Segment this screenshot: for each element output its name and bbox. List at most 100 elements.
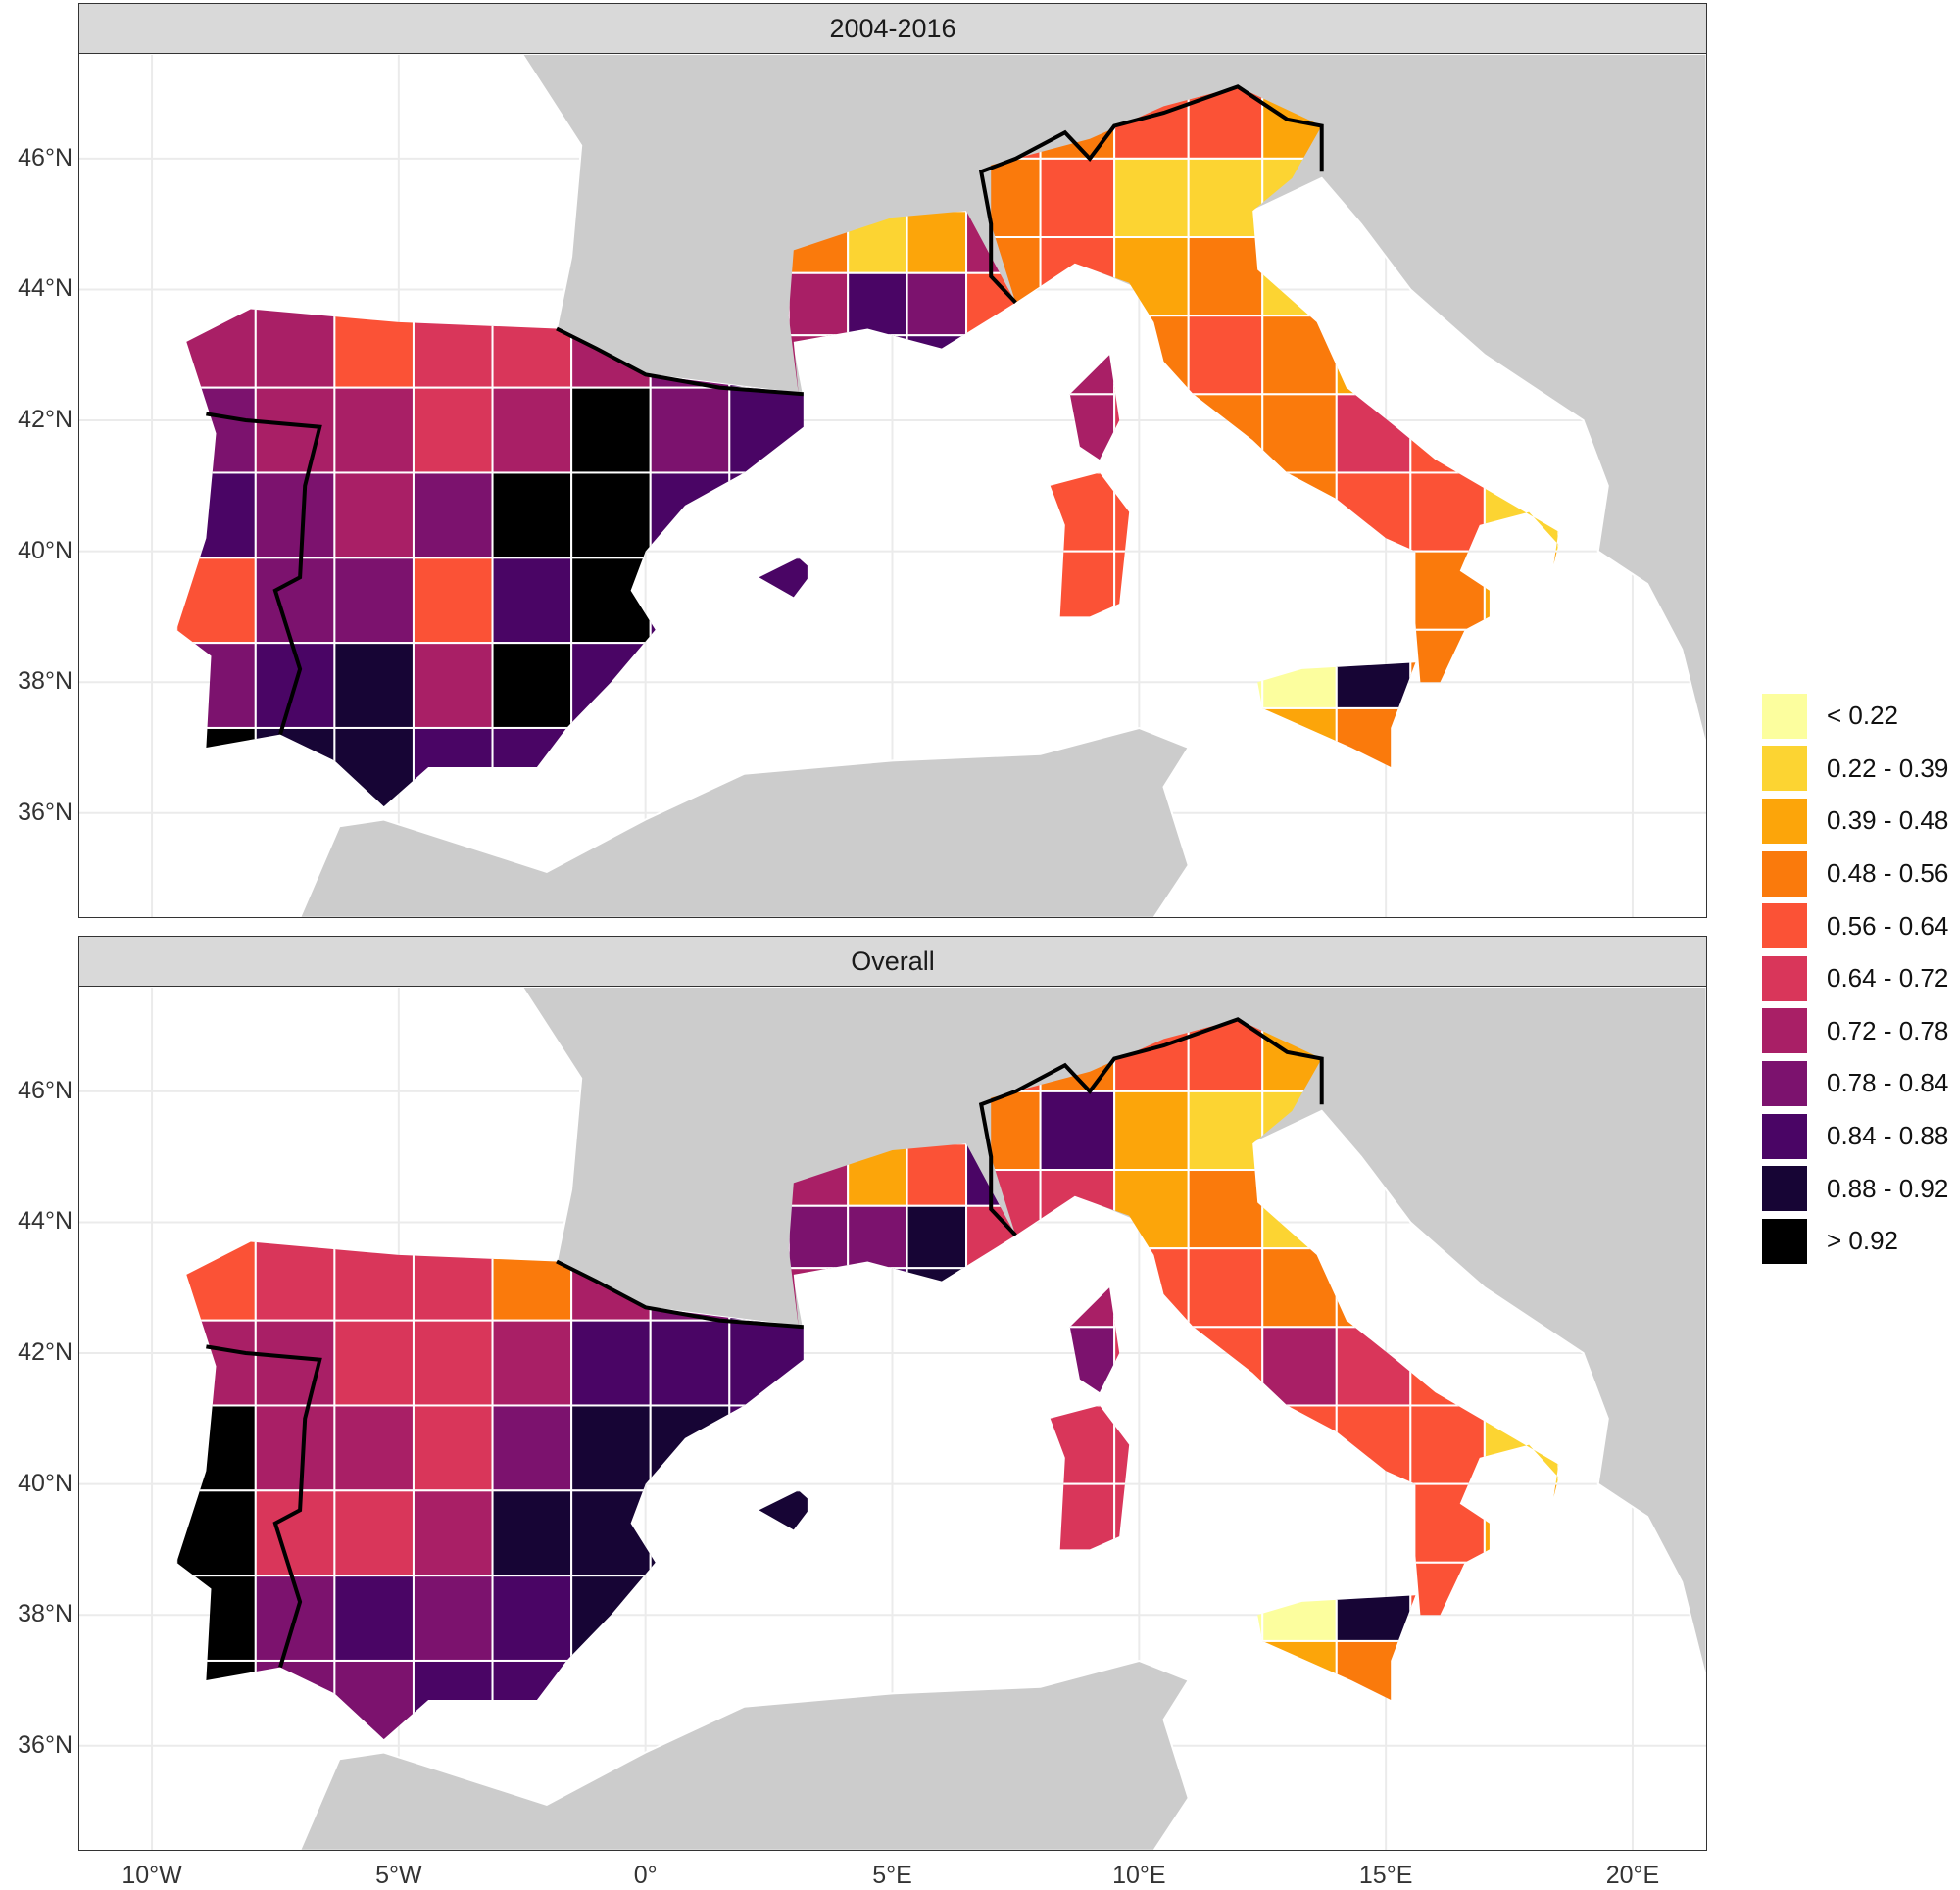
border-spain-portugal	[206, 1344, 322, 1669]
legend: < 0.22 0.22 - 0.39 0.39 - 0.48 0.48 - 0.56 0…	[1762, 690, 1948, 1268]
region	[991, 1482, 1042, 1564]
legend-label: 0.22 - 0.39	[1827, 752, 1949, 783]
region	[1483, 1404, 1559, 1485]
region	[1187, 1169, 1264, 1250]
y-tick-label: 44°N	[18, 1207, 73, 1236]
land-africa	[299, 726, 1191, 917]
region	[1483, 550, 1559, 631]
region	[570, 471, 652, 559]
map-svg	[79, 987, 1706, 1850]
region	[412, 1659, 494, 1740]
region	[1039, 1404, 1116, 1485]
region	[1187, 1482, 1264, 1564]
region	[649, 471, 731, 559]
region	[728, 642, 809, 729]
region	[176, 1241, 257, 1322]
region	[333, 726, 415, 807]
region	[333, 642, 415, 729]
region	[254, 726, 336, 807]
region	[991, 471, 1042, 553]
region	[570, 1575, 652, 1662]
region	[412, 471, 494, 559]
region	[728, 1489, 809, 1577]
region	[570, 1659, 652, 1740]
legend-swatch	[1762, 1218, 1807, 1264]
border-italy	[978, 84, 1324, 305]
region	[1113, 393, 1190, 474]
region	[1335, 1639, 1412, 1700]
region	[1261, 1639, 1338, 1700]
region	[1335, 393, 1412, 474]
region	[1113, 1326, 1190, 1407]
region	[1187, 1247, 1264, 1329]
region	[649, 1319, 731, 1407]
region	[1483, 706, 1559, 767]
legend-item: 0.48 - 0.56	[1762, 848, 1948, 900]
region	[1113, 471, 1190, 553]
region	[1113, 1090, 1190, 1172]
region	[570, 1319, 652, 1407]
region	[728, 557, 809, 645]
region	[254, 1489, 336, 1577]
region	[906, 1204, 968, 1270]
region	[1409, 393, 1486, 474]
region	[176, 642, 257, 729]
region	[491, 726, 573, 807]
y-tick-label: 42°N	[18, 406, 73, 434]
region	[1113, 628, 1190, 709]
region	[991, 315, 1042, 396]
region	[1261, 393, 1338, 474]
region	[1409, 1404, 1486, 1485]
region	[491, 1319, 573, 1407]
y-tick-label: 36°N	[18, 798, 73, 826]
legend-swatch	[1762, 1008, 1807, 1054]
region	[1261, 550, 1338, 631]
region	[1187, 471, 1264, 553]
region	[570, 386, 652, 474]
region	[333, 386, 415, 474]
region	[1335, 1404, 1412, 1485]
legend-item: < 0.22	[1762, 690, 1948, 743]
region	[333, 557, 415, 645]
region	[1261, 1169, 1338, 1250]
region	[333, 1241, 415, 1322]
region	[1113, 1561, 1190, 1642]
region	[412, 309, 494, 389]
x-tick-label: 15°E	[1358, 1862, 1413, 1889]
region	[1039, 1326, 1116, 1407]
region	[491, 1575, 573, 1662]
region	[491, 386, 573, 474]
region	[847, 334, 908, 395]
region	[570, 1404, 652, 1492]
region	[254, 1404, 336, 1492]
region	[176, 1404, 257, 1492]
region	[906, 334, 968, 395]
region	[1335, 1326, 1412, 1407]
region	[333, 309, 415, 389]
region	[1261, 628, 1338, 709]
region	[1113, 315, 1190, 396]
legend-swatch	[1762, 798, 1807, 844]
region	[412, 1241, 494, 1322]
legend-item: 0.88 - 0.92	[1762, 1162, 1948, 1215]
region	[412, 726, 494, 807]
legend-item: 0.84 - 0.88	[1762, 1110, 1948, 1163]
region	[847, 1267, 908, 1328]
region	[254, 386, 336, 474]
region	[491, 1404, 573, 1492]
region	[491, 557, 573, 645]
region	[1335, 471, 1412, 553]
y-tick-label: 38°N	[18, 667, 73, 696]
region	[1113, 1169, 1190, 1250]
region	[649, 1575, 731, 1662]
legend-swatch	[1762, 850, 1807, 897]
region	[847, 1204, 908, 1270]
y-tick-label: 42°N	[18, 1338, 73, 1367]
region	[1409, 1482, 1486, 1564]
border-italy	[978, 1017, 1324, 1237]
region	[728, 386, 809, 474]
region	[991, 1404, 1042, 1485]
region	[1335, 1482, 1412, 1564]
region	[491, 1659, 573, 1740]
